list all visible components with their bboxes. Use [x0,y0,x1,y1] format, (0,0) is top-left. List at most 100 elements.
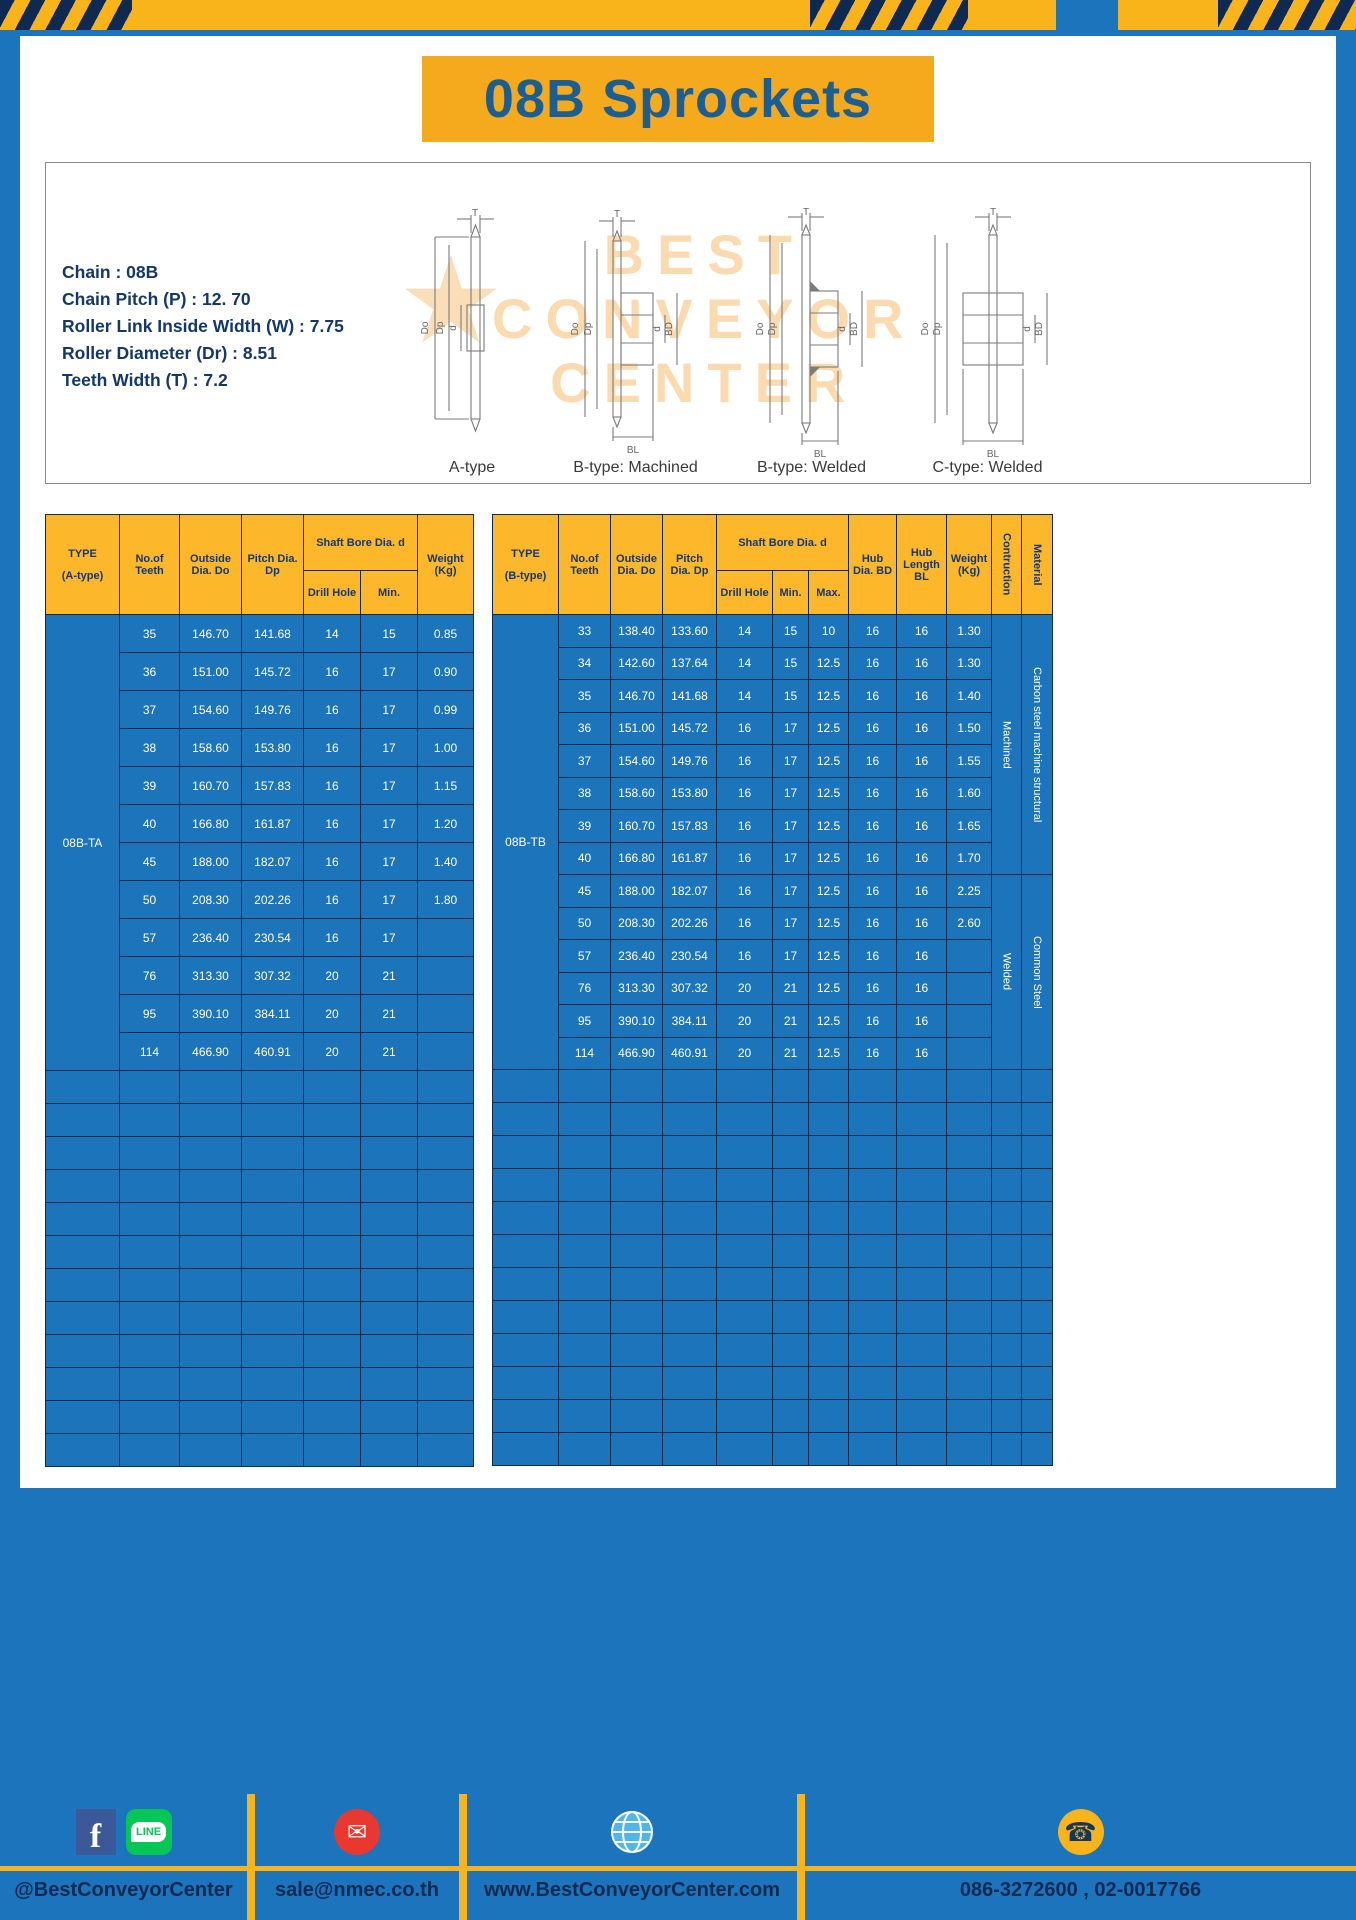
empty-cell [1021,1432,1054,1466]
type-header-text: TYPE [511,547,540,560]
dim-t-label: T [614,209,620,220]
empty-cell [179,1400,242,1434]
table-cell: 21 [360,956,418,995]
type-subheader-text: (B-type) [504,569,547,582]
table-cell: 17 [772,841,809,875]
empty-cell [807,1333,850,1367]
table-cell: 50 [119,880,180,919]
empty-row [492,1102,1054,1136]
empty-cell [241,1070,304,1104]
empty-cell [991,1399,1023,1433]
table-row: 08B-TA 35 146.70 141.68 14 15 0.85 [45,614,474,1071]
table-cell: 50 [558,906,611,940]
empty-cell [716,1234,773,1268]
empty-cell [662,1267,717,1301]
table-row: 76 313.30 307.32 20 21 12.5 16 16 [493,971,1053,1005]
table-row: 57 236.40 230.54 16 17 12.5 16 16 [493,939,1053,973]
empty-cell [946,1300,993,1334]
empty-cell [558,1135,611,1169]
empty-cell [492,1399,559,1433]
empty-row [492,1135,1054,1169]
table-cell: 12.5 [807,874,850,908]
empty-cell [45,1334,120,1368]
empty-row [492,1333,1054,1367]
table-cell: 36 [119,652,180,691]
empty-cell [45,1400,120,1434]
table-row: 76 313.30 307.32 20 21 [46,956,474,995]
empty-row [492,1399,1054,1433]
empty-cell [119,1433,180,1467]
empty-cell [45,1070,120,1104]
empty-cell [662,1333,717,1367]
table-cell: 17 [360,652,418,691]
spec-line-pitch: Chain Pitch (P) : 12. 70 [62,289,251,309]
empty-cell [946,1004,993,1038]
empty-cell [360,1235,418,1269]
table-cell: 16 [896,776,948,810]
type-header-text: TYPE [68,547,97,560]
empty-cell [45,1235,120,1269]
table-cell: 188.00 [179,842,242,881]
footer-icons: ☎ [805,1794,1356,1866]
table-cell: 21 [772,971,809,1005]
empty-cell [772,1135,809,1169]
table-cell: 14 [716,679,773,713]
empty-cell [807,1399,850,1433]
empty-cell [360,1433,418,1467]
empty-cell [492,1333,559,1367]
empty-cell [896,1168,948,1202]
table-cell: 146.70 [610,679,663,713]
table-cell: 39 [558,809,611,843]
empty-cell [991,1069,1023,1103]
table-cell: 460.91 [662,1036,717,1070]
table-cell: 16 [896,646,948,680]
empty-cell [492,1201,559,1235]
table-cell: 16 [303,728,361,767]
table-cell: 1.15 [417,766,474,805]
empty-cell [492,1300,559,1334]
table-cell: 12.5 [807,1004,850,1038]
table-cell: 145.72 [662,711,717,745]
table-cell: 154.60 [179,690,242,729]
table-cell: 466.90 [179,1032,242,1071]
table-cell: 16 [896,1004,948,1038]
table-row: 37 154.60 149.76 16 17 12.5 16 16 1.55 [493,744,1053,778]
watermark-star-icon: ★ [397,234,505,368]
b-type-machined-diagram: T Do Dp d BD BL [570,209,678,456]
table-cell: 14 [303,614,361,653]
empty-cell [991,1267,1023,1301]
empty-row [45,1103,474,1137]
table-cell: 188.00 [610,874,663,908]
spec-line-roller-dia: Roller Diameter (Dr) : 8.51 [62,343,277,363]
empty-cell [417,1136,474,1170]
table-cell: 17 [772,874,809,908]
dim-d-label: d [1022,326,1033,332]
empty-cell [303,1202,361,1236]
table-cell: 1.30 [946,614,993,648]
dim-d-label: d [837,326,848,332]
drawing-b-type-machined: T Do Dp d BD BL B-type: Machined [553,207,718,477]
empty-row [45,1334,474,1368]
table-cell: 1.40 [417,842,474,881]
col-header-shaft-bore: Shaft Bore Dia. d [715,514,850,571]
table-cell: 149.76 [241,690,304,729]
table-cell: 1.80 [417,880,474,919]
spec-drawing-box: Chain : 08B Chain Pitch (P) : 12. 70 Rol… [45,162,1311,484]
table-cell: 10 [807,614,850,648]
dim-bl-label: BL [814,449,827,459]
col-header-type: TYPE (A-type) [45,514,120,615]
table-row: 38 158.60 153.80 16 17 1.00 [46,728,474,767]
phone-numbers: 086-3272600 , 02-0017766 [805,1866,1356,1914]
empty-cell [772,1069,809,1103]
empty-cell [119,1334,180,1368]
table-cell: 182.07 [662,874,717,908]
empty-cell [896,1069,948,1103]
empty-cell [360,1103,418,1137]
table-cell: 21 [772,1004,809,1038]
empty-cell [558,1069,611,1103]
empty-cell [610,1135,663,1169]
table-cell: 17 [360,918,418,957]
empty-cell [662,1201,717,1235]
hazard-stripe [810,0,968,30]
table-cell: 16 [896,711,948,745]
